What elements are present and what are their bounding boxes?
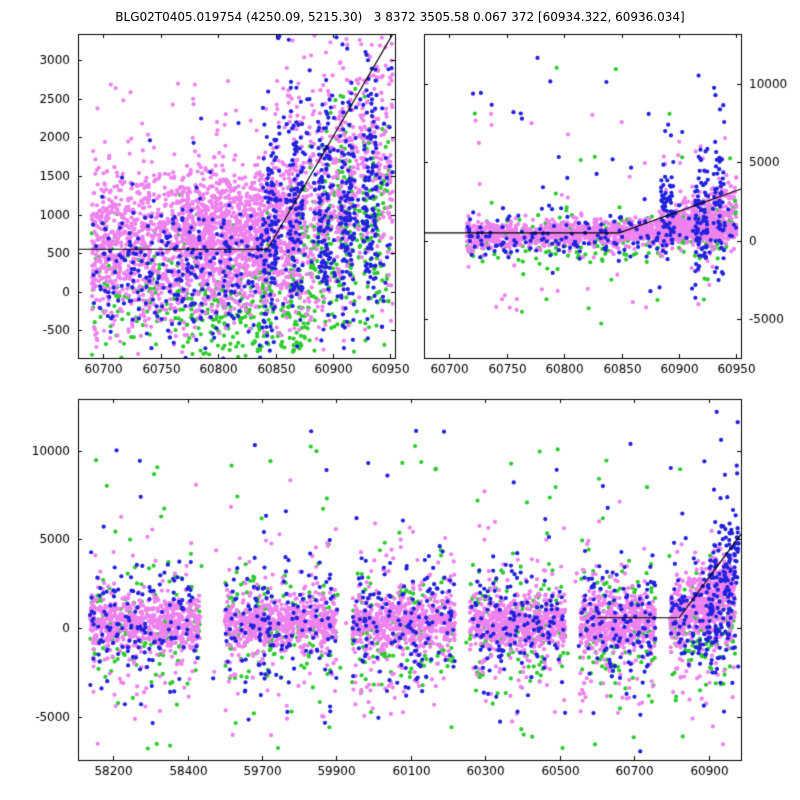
chart-title: BLG02T0405.019754 (4250.09, 5215.30) 3 8… xyxy=(115,10,685,24)
